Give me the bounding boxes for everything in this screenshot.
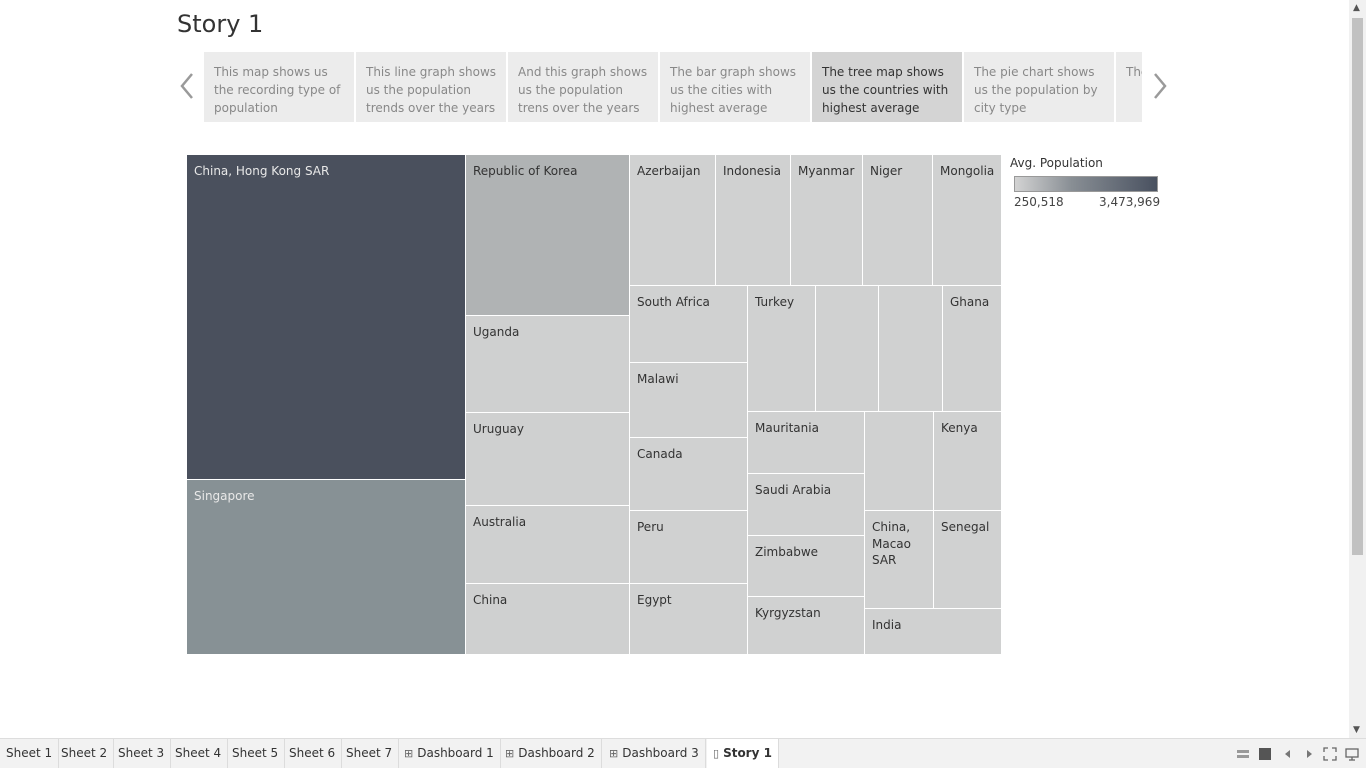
chevron-left-icon [180, 73, 193, 99]
tab-sheet-2[interactable]: Sheet 2 [55, 739, 115, 768]
scroll-down-arrow-icon[interactable]: ▼ [1353, 725, 1360, 735]
treemap-tile[interactable] [816, 286, 879, 412]
story-book-icon: ▯ [713, 747, 720, 760]
chevron-right-icon [1154, 73, 1167, 99]
legend-title: Avg. Population [1010, 156, 1103, 170]
tab-label: Sheet 5 [232, 746, 279, 760]
tab-dashboard-1[interactable]: ⊞ Dashboard 1 [398, 739, 501, 768]
story-navigator: This map shows us the recording type of … [204, 52, 1142, 122]
sheet-tab-bar: Sheet 1 Sheet 2 Sheet 3 Sheet 4 Sheet 5 … [0, 738, 1366, 768]
dashboard-grid-icon: ⊞ [609, 747, 619, 760]
tab-label: Sheet 1 [6, 746, 53, 760]
treemap-tile[interactable] [865, 412, 934, 511]
tab-label: Dashboard 3 [622, 746, 699, 760]
vertical-scrollbar[interactable]: ▲ ▼ [1349, 0, 1366, 738]
treemap-tile[interactable]: Indonesia [716, 155, 791, 286]
treemap-tile[interactable]: India [865, 609, 1002, 655]
story-point-6[interactable]: The pie chart shows us the population by… [964, 52, 1114, 122]
treemap-tile[interactable]: Malawi [630, 363, 748, 438]
treemap-tile[interactable] [879, 286, 943, 412]
next-sheet-icon[interactable] [1302, 747, 1316, 761]
treemap-tile[interactable]: Myanmar [791, 155, 863, 286]
tab-sheet-1[interactable]: Sheet 1 [0, 739, 60, 768]
tab-label: Sheet 6 [289, 746, 336, 760]
previous-story-point-button[interactable] [176, 68, 198, 104]
story-point-5[interactable]: The tree map shows us the countries with… [812, 52, 962, 122]
previous-sheet-icon[interactable] [1281, 747, 1295, 761]
treemap-tile[interactable]: Kyrgyzstan [748, 597, 865, 655]
show-filmstrip-icon[interactable] [1236, 747, 1250, 761]
scrollbar-thumb[interactable] [1352, 18, 1363, 555]
tab-label: Dashboard 1 [417, 746, 494, 760]
treemap-tile[interactable]: Saudi Arabia [748, 474, 865, 536]
treemap-tile[interactable]: Senegal [934, 511, 1002, 609]
tab-label: Sheet 3 [118, 746, 165, 760]
tab-sheet-4[interactable]: Sheet 4 [169, 739, 229, 768]
treemap-tile[interactable]: Azerbaijan [630, 155, 716, 286]
tab-label: Story 1 [723, 746, 772, 760]
treemap-tile[interactable]: Australia [466, 506, 630, 584]
treemap-tile[interactable]: Uganda [466, 316, 630, 413]
treemap-tile[interactable]: South Africa [630, 286, 748, 363]
treemap-tile[interactable]: Uruguay [466, 413, 630, 506]
legend-color-ramp [1014, 176, 1158, 192]
tab-sheet-7[interactable]: Sheet 7 [340, 739, 400, 768]
tab-story-1[interactable]: ▯ Story 1 [707, 739, 779, 768]
tab-label: Sheet 4 [175, 746, 222, 760]
treemap-tile[interactable]: Singapore [187, 480, 466, 655]
treemap-tile[interactable]: Mauritania [748, 412, 865, 474]
tab-label: Sheet 7 [346, 746, 393, 760]
treemap-tile[interactable]: Kenya [934, 412, 1002, 511]
treemap-tile[interactable]: Egypt [630, 584, 748, 655]
tab-label: Dashboard 2 [518, 746, 595, 760]
treemap-tile[interactable]: Peru [630, 511, 748, 584]
treemap-tile[interactable]: Zimbabwe [748, 536, 865, 597]
show-tabs-icon[interactable] [1258, 747, 1272, 761]
treemap-tile[interactable]: Niger [863, 155, 933, 286]
legend-max-value: 3,473,969 [1099, 195, 1161, 209]
story-point-2[interactable]: This line graph shows us the population … [356, 52, 506, 122]
scroll-up-arrow-icon[interactable]: ▲ [1353, 3, 1360, 13]
treemap-tile[interactable]: Turkey [748, 286, 816, 412]
tab-sheet-6[interactable]: Sheet 6 [283, 739, 343, 768]
story-point-7[interactable]: The... us t... citi... [1116, 52, 1142, 122]
story-point-1[interactable]: This map shows us the recording type of … [204, 52, 354, 122]
tab-dashboard-2[interactable]: ⊞ Dashboard 2 [499, 739, 602, 768]
presentation-mode-icon[interactable] [1345, 747, 1359, 761]
tab-sheet-5[interactable]: Sheet 5 [226, 739, 286, 768]
story-title: Story 1 [177, 10, 264, 38]
tab-dashboard-3[interactable]: ⊞ Dashboard 3 [603, 739, 706, 768]
story-point-3[interactable]: And this graph shows us the population t… [508, 52, 658, 122]
story-point-4[interactable]: The bar graph shows us the cities with h… [660, 52, 810, 122]
tab-sheet-3[interactable]: Sheet 3 [112, 739, 172, 768]
treemap-tile[interactable]: Canada [630, 438, 748, 511]
tab-label: Sheet 2 [61, 746, 108, 760]
treemap-tile[interactable]: China, Macao SAR [865, 511, 934, 609]
treemap-tile[interactable]: China [466, 584, 630, 655]
fullscreen-icon[interactable] [1323, 747, 1337, 761]
dashboard-grid-icon: ⊞ [404, 747, 414, 760]
next-story-point-button[interactable] [1149, 68, 1171, 104]
legend-min-value: 250,518 [1014, 195, 1064, 209]
treemap-tile[interactable]: Ghana [943, 286, 1002, 412]
treemap-tile[interactable]: Mongolia [933, 155, 1002, 286]
treemap-tile[interactable]: China, Hong Kong SAR [187, 155, 466, 480]
treemap-tile[interactable]: Republic of Korea [466, 155, 630, 316]
dashboard-grid-icon: ⊞ [505, 747, 515, 760]
